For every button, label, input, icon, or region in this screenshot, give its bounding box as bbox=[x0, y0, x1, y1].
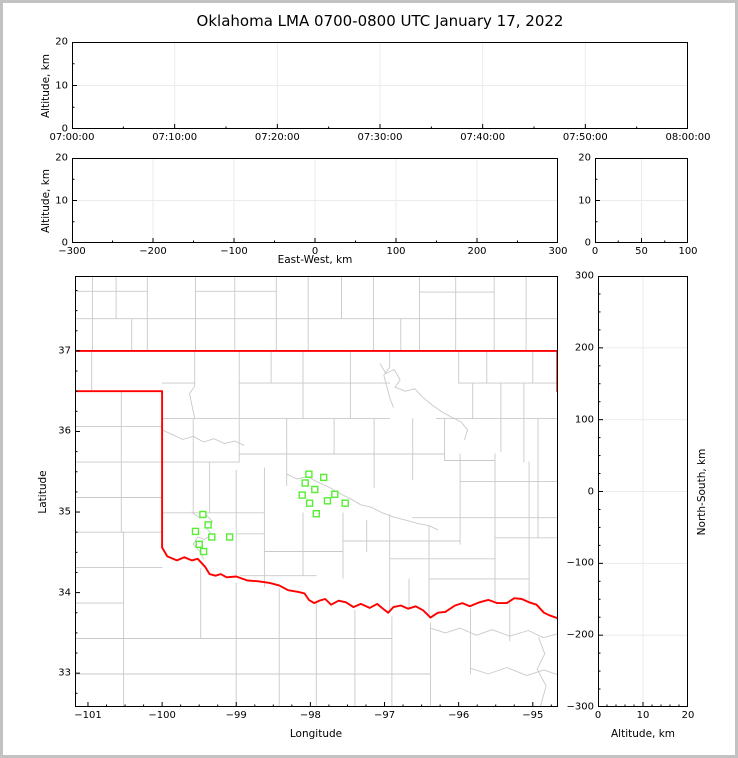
x-tick-label: 0 bbox=[311, 246, 319, 257]
x-tick-label: 07:20:00 bbox=[254, 132, 300, 143]
gridlines bbox=[595, 158, 688, 243]
map-panel bbox=[75, 276, 558, 707]
lma-station-icon bbox=[323, 497, 332, 505]
east-west-panel bbox=[72, 158, 558, 243]
x-tick-label: −200 bbox=[139, 246, 167, 257]
y-tick-label: −100 bbox=[566, 557, 594, 569]
x-tick-label: 100 bbox=[386, 246, 406, 257]
x-tick-label: 0 bbox=[594, 710, 602, 721]
x-tick-label: −99 bbox=[225, 710, 247, 721]
lma-station-icon bbox=[199, 510, 207, 519]
y-tick-label: 20 bbox=[55, 36, 68, 48]
y-tick-label: 34 bbox=[58, 587, 71, 599]
lma-station-icon bbox=[305, 499, 314, 507]
x-tick-label: 50 bbox=[635, 246, 648, 257]
map-y-axis-label: Latitude bbox=[37, 470, 49, 514]
x-tick-label: 07:00:00 bbox=[49, 132, 95, 143]
county-boundaries bbox=[75, 276, 558, 707]
x-tick-label: −300 bbox=[58, 246, 86, 257]
time-height-y-axis-label: Altitude, km bbox=[40, 53, 52, 119]
lma-station-icon bbox=[195, 540, 203, 548]
x-tick-label: 100 bbox=[678, 246, 698, 257]
gridlines bbox=[598, 276, 688, 707]
y-tick-label: 20 bbox=[55, 152, 68, 164]
time-height-panel bbox=[72, 42, 688, 129]
north-south-panel bbox=[598, 276, 688, 707]
lma-station-icon bbox=[305, 470, 313, 478]
lma-station-icon bbox=[208, 533, 216, 541]
x-tick-label: −101 bbox=[74, 710, 102, 721]
x-tick-label: 07:50:00 bbox=[562, 132, 608, 143]
lma-station-icon bbox=[312, 509, 321, 518]
lma-station-markers bbox=[191, 470, 349, 556]
x-tick-label: 10 bbox=[636, 710, 650, 721]
y-tick-label: 0 bbox=[587, 486, 594, 497]
lma-station-icon bbox=[331, 490, 339, 499]
y-tick-label: 10 bbox=[578, 195, 591, 206]
x-tick-label: −96 bbox=[448, 710, 470, 721]
x-tick-label: −97 bbox=[373, 710, 396, 721]
x-tick-label: 300 bbox=[548, 246, 568, 257]
x-tick-label: 07:30:00 bbox=[357, 132, 403, 143]
lma-station-icon bbox=[204, 521, 212, 529]
x-tick-label: −100 bbox=[220, 246, 248, 257]
x-tick-label: 0 bbox=[591, 246, 599, 257]
x-tick-label: 07:40:00 bbox=[460, 132, 506, 143]
y-tick-label: 0 bbox=[61, 237, 68, 249]
gridlines bbox=[72, 158, 558, 243]
x-tick-label: 08:00:00 bbox=[665, 132, 711, 143]
lma-station-icon bbox=[298, 491, 306, 499]
x-tick-label: 200 bbox=[467, 246, 487, 257]
x-tick-label: −100 bbox=[148, 710, 176, 721]
lma-station-icon bbox=[225, 533, 234, 541]
x-tick-label: 07:10:00 bbox=[152, 132, 198, 143]
y-tick-label: 0 bbox=[584, 237, 591, 249]
y-tick-label: 35 bbox=[58, 506, 71, 518]
y-tick-label: 10 bbox=[55, 80, 68, 91]
y-tick-label: 100 bbox=[574, 414, 594, 426]
gridlines bbox=[72, 42, 688, 129]
y-tick-label: 300 bbox=[574, 270, 594, 282]
north-south-x-axis-label: Altitude, km bbox=[610, 728, 676, 740]
y-tick-label: 10 bbox=[55, 195, 68, 206]
y-tick-label: 0 bbox=[61, 123, 68, 135]
lma-station-icon bbox=[199, 547, 208, 556]
y-tick-label: 36 bbox=[58, 425, 71, 437]
north-south-y-axis-label: North-South, km bbox=[696, 448, 708, 536]
lma-station-icon bbox=[341, 499, 349, 507]
y-tick-label: −300 bbox=[566, 701, 594, 713]
y-tick-label: −200 bbox=[566, 629, 594, 641]
y-tick-label: 20 bbox=[578, 152, 591, 164]
y-tick-label: 200 bbox=[574, 342, 594, 354]
x-tick-label: −98 bbox=[299, 710, 321, 721]
lma-station-icon bbox=[191, 527, 200, 536]
x-tick-label: 20 bbox=[681, 710, 695, 721]
lma-station-icon bbox=[301, 479, 309, 487]
lma-station-icon bbox=[319, 473, 328, 482]
east-west-x-axis-label: East-West, km bbox=[277, 254, 353, 266]
lma-station-icon bbox=[311, 485, 319, 494]
y-tick-label: 37 bbox=[58, 345, 71, 357]
x-tick-label: −95 bbox=[522, 710, 544, 721]
east-west-y-axis-label: Altitude, km bbox=[40, 168, 52, 234]
map-x-axis-label: Longitude bbox=[289, 728, 343, 740]
plot-title: Oklahoma LMA 0700-0800 UTC January 17, 2… bbox=[196, 12, 564, 30]
histogram-panel bbox=[595, 158, 688, 243]
y-tick-label: 33 bbox=[58, 667, 71, 679]
